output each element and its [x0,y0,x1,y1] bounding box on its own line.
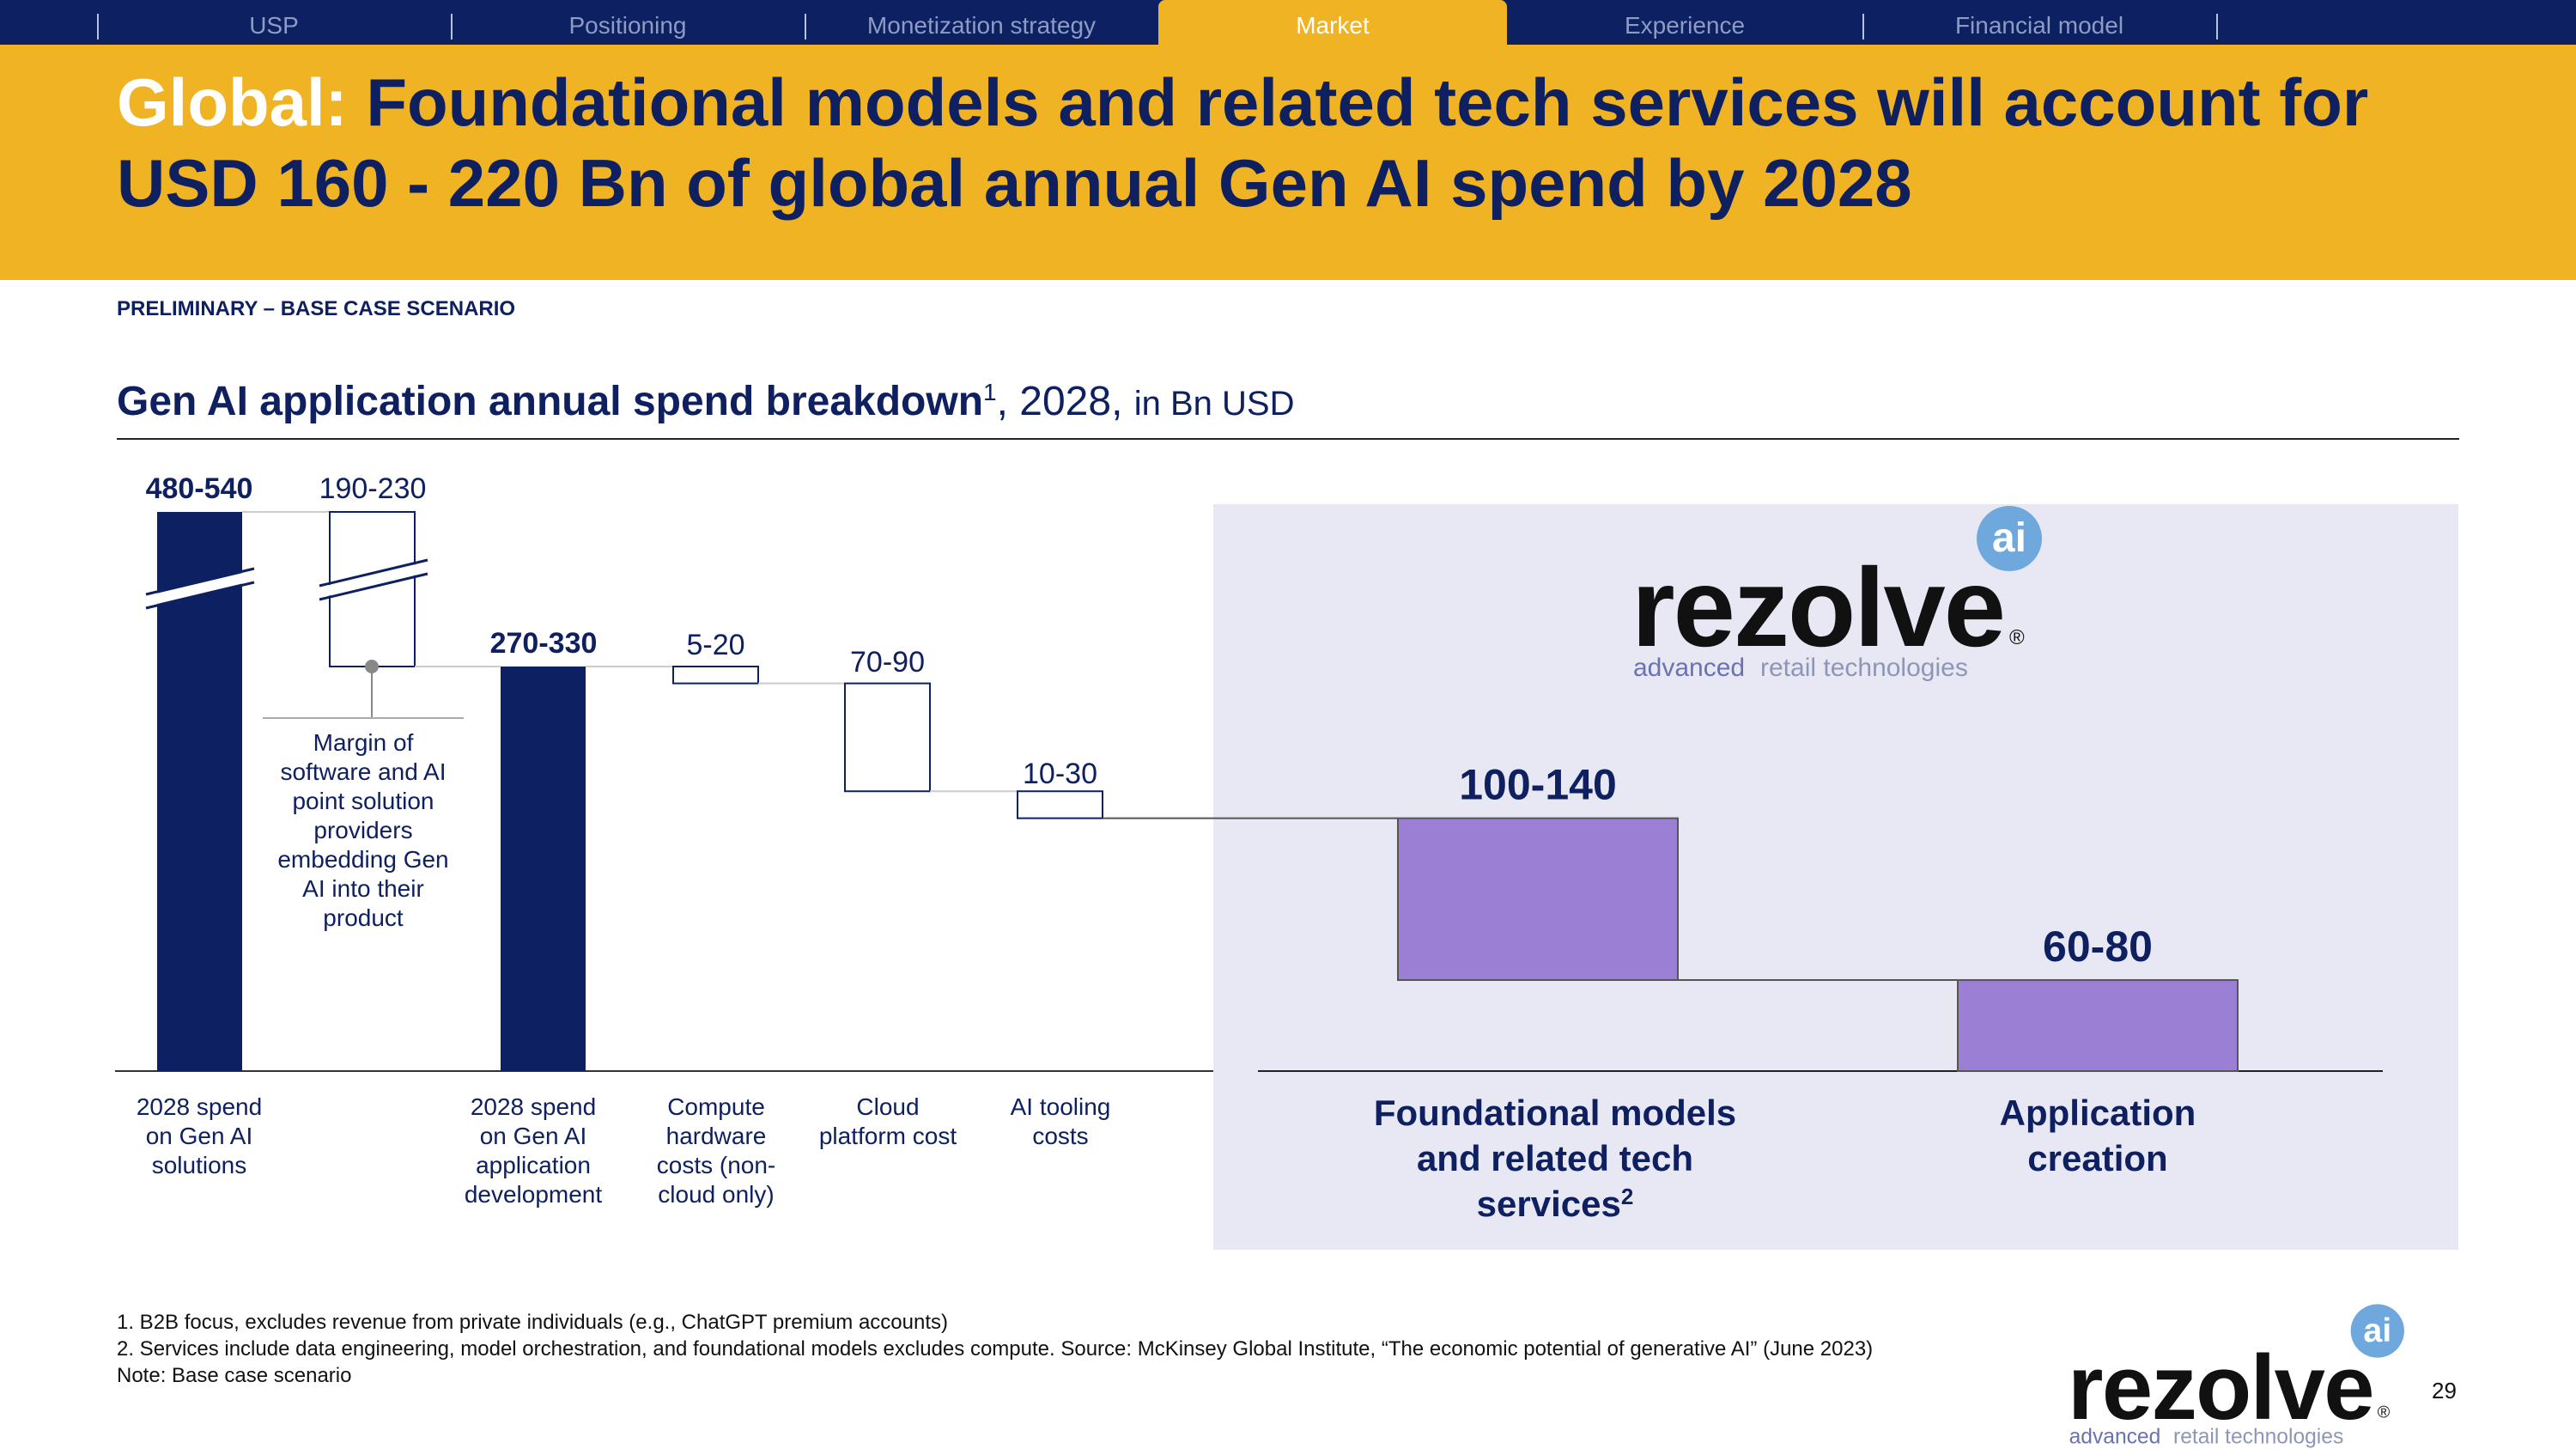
value-label-cloud: 70-90 [850,646,925,679]
category-label-application-creation: Application [2000,1093,2196,1133]
logo-panel-wordmark: rezolve [1631,545,2004,670]
chart-title-footnote: 1 [983,379,997,405]
chart-title-year: , 2028, [996,379,1123,424]
tab-monetization-strategy[interactable]: Monetization strategy [866,12,1097,39]
logo-panel-badge-text: ai [1992,515,2026,561]
axis-break-edge [319,558,428,588]
logo-footer-registered: ® [2378,1403,2391,1422]
tab-usp[interactable]: USP [249,12,299,39]
bar-compute-hardware [672,666,759,685]
category-label-ai-tooling: costs [1032,1123,1088,1149]
category-label-app-development: development [465,1181,603,1208]
headline-band [0,45,2576,280]
logo-panel-tagline-a: advanced [1633,654,1745,682]
value-label-app-development: 270-330 [490,627,598,660]
bar-application-creation [1957,979,2239,1073]
category-label-solutions: on Gen AI [146,1123,253,1149]
footnote-1: 1. B2B focus, excludes revenue from priv… [117,1311,949,1334]
bar-cloud-platform [844,682,931,793]
category-label-compute: Compute [667,1093,765,1120]
title-highlight: Global: [117,64,348,140]
footnotes: 1. B2B focus, excludes revenue from priv… [117,1309,1873,1389]
callout-dot [365,660,379,673]
value-label-margin: 190-230 [319,472,427,505]
title-rule [117,438,2459,440]
category-label-cloud: Cloud [856,1093,919,1120]
page-number: 29 [2432,1378,2457,1403]
logo-footer-tagline-b: retail technologies [2173,1426,2343,1449]
logo-footer-badge-icon [2350,1304,2404,1358]
callout-text: software and AI [280,758,446,785]
bar-total-gen-ai-solutions [157,512,242,1071]
bar-ai-tooling [1017,790,1103,819]
callout-text: point solution [292,788,434,814]
nav-separator [1862,14,1864,40]
tab-financial-model[interactable]: Financial model [1954,12,2124,39]
category-label-app-development: application [476,1152,591,1178]
axis-break-mark [318,562,429,598]
category-label-application-creation: creation [2027,1138,2167,1178]
bar-foundational-models [1397,817,1679,982]
value-label-foundational-models: 100-140 [1459,761,1617,809]
footnote-mark: 2 [1621,1184,1633,1209]
axis-break-edge [319,572,428,601]
value-label-application-creation: 60-80 [2043,922,2153,971]
tab-positioning[interactable]: Positioning [568,12,687,39]
category-label-ai-tooling: AI tooling [1011,1093,1111,1120]
footnote-note: Note: Base case scenario [117,1364,352,1387]
chart-title-unit: in Bn USD [1133,385,1295,423]
category-label-cloud: platform cost [819,1123,957,1149]
axis-break-mark [144,570,256,606]
nav-separator [2216,14,2218,40]
logo-panel-badge-icon [1977,506,2042,571]
nav-separator [805,14,806,40]
nav-separator [97,14,99,40]
category-label-foundational-models: and related tech [1417,1138,1693,1178]
value-label-total-solutions: 480-540 [146,472,253,505]
value-label-compute: 5-20 [686,629,744,661]
logo-footer-wordmark: rezolve [2068,1336,2373,1439]
callout-text: AI into their [302,875,424,902]
chart-title-main: Gen AI application annual spend breakdow… [117,379,984,424]
page-title: Global: Foundational models and related … [117,62,2487,223]
title-text: Foundational models and related tech ser… [117,64,2369,221]
callout-text: embedding Gen [277,846,448,873]
category-label-compute: cloud only) [658,1181,774,1208]
nav-separator [451,14,453,40]
axis-break-edge [145,581,255,610]
axis-break-edge [145,567,255,596]
chart-title: Gen AI application annual spend breakdow… [117,378,1295,425]
category-label-foundational-models: services2 [1477,1184,1634,1224]
logo-footer-tagline-a: advanced [2069,1426,2161,1449]
category-label-compute: hardware [666,1123,767,1149]
category-label-app-development: on Gen AI [480,1123,587,1149]
footnote-2: 2. Services include data engineering, mo… [117,1337,1874,1361]
callout-text: providers [313,817,412,843]
callout-text: Margin of [313,729,414,756]
category-label-foundational-models: Foundational models [1374,1093,1736,1133]
tab-market[interactable]: Market [1158,0,1507,45]
category-label-solutions: 2028 spend [137,1093,262,1120]
top-nav: USP Positioning Monetization strategy Ma… [0,0,2576,45]
category-label-solutions: solutions [152,1152,247,1178]
category-label-app-development: 2028 spend [471,1093,596,1120]
callout-text: product [323,904,404,931]
category-label-compute: costs (non- [657,1152,776,1178]
tab-experience[interactable]: Experience [1624,12,1746,39]
value-label-ai-tooling: 10-30 [1023,758,1097,790]
bar-total-app-development [501,667,586,1071]
logo-panel-tagline-b: retail technologies [1760,654,1968,682]
logo-panel-registered: ® [2009,626,2025,649]
logo-footer-badge-text: ai [2363,1312,2391,1349]
scenario-label: PRELIMINARY – BASE CASE SCENARIO [117,297,516,320]
